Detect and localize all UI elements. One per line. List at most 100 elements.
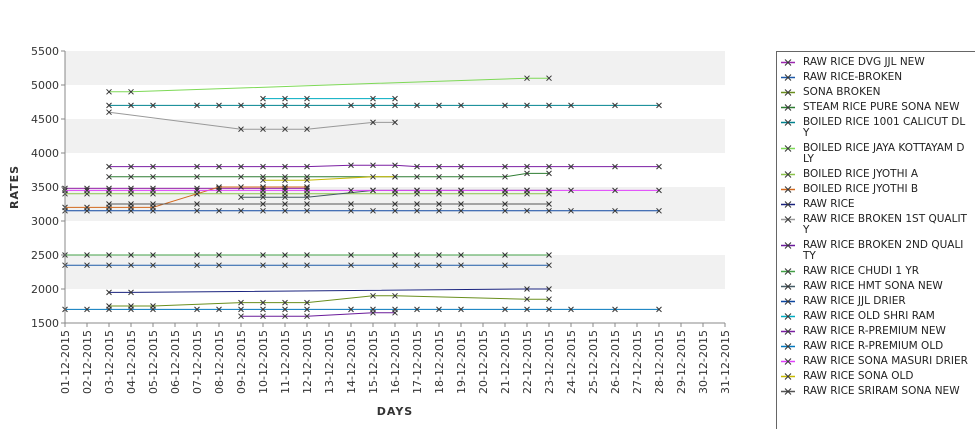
legend-marker-icon: [781, 298, 795, 305]
data-point: [612, 207, 618, 214]
legend-label: RAW RICE: [803, 198, 855, 210]
data-point: [260, 102, 266, 109]
data-point: [304, 262, 310, 269]
data-point: [436, 306, 442, 313]
data-point: [282, 187, 288, 194]
data-point: [260, 306, 266, 313]
data-point: [348, 252, 354, 258]
data-point: [304, 252, 310, 258]
data-point: [304, 313, 310, 320]
data-point: [238, 194, 244, 201]
series-11: [62, 252, 552, 258]
x-tick-label: 25-12-2015: [587, 330, 600, 394]
legend-marker-icon: [781, 343, 795, 350]
data-point: [304, 177, 310, 184]
data-point: [282, 313, 288, 320]
legend-label: RAW RICE R-PREMIUM OLD: [803, 340, 944, 352]
x-tick-label: 15-12-2015: [367, 330, 380, 394]
data-point: [414, 163, 420, 170]
data-point: [546, 163, 552, 170]
y-tick-label: 1500: [31, 317, 59, 330]
legend-marker-icon: [781, 216, 795, 223]
data-point: [458, 306, 464, 313]
data-point: [370, 292, 376, 299]
data-point: [106, 102, 112, 109]
legend-item: RAW RICE-BROKEN: [777, 72, 975, 83]
grid-band: [65, 51, 725, 85]
series-2: [106, 292, 552, 309]
data-point: [128, 207, 134, 214]
data-point: [216, 187, 222, 194]
legend-item: BOILED RICE JAYA KOTTAYAM DLY: [777, 143, 975, 165]
legend-label: RAW RICE SONA MASURI DRIER: [803, 355, 968, 367]
legend-item: RAW RICE BROKEN 1ST QUALITY: [777, 214, 975, 236]
x-tick-label: 05-12-2015: [147, 330, 160, 394]
data-point: [106, 109, 112, 116]
data-point: [194, 163, 200, 170]
data-point: [436, 173, 442, 180]
legend-marker-icon: [781, 242, 795, 249]
data-point: [370, 102, 376, 109]
data-point: [568, 102, 574, 109]
legend-item: RAW RICE DVG JJL NEW: [777, 57, 975, 68]
series-4: [106, 102, 662, 109]
data-point: [260, 187, 266, 194]
data-point: [106, 173, 112, 180]
legend-marker-icon: [781, 313, 795, 320]
series-1: [62, 262, 552, 269]
data-point: [524, 170, 530, 177]
data-point: [84, 207, 90, 214]
legend-label: SONA BROKEN: [803, 86, 881, 98]
legend-item: RAW RICE: [777, 199, 975, 210]
data-point: [392, 187, 398, 194]
legend-item: RAW RICE CHUDI 1 YR: [777, 266, 975, 277]
legend-label: BOILED RICE JYOTHI B: [803, 183, 919, 195]
x-tick-label: 26-12-2015: [609, 330, 622, 394]
data-point: [128, 201, 134, 207]
data-point: [414, 306, 420, 313]
data-point: [260, 177, 266, 184]
data-point: [150, 252, 156, 258]
data-point: [238, 184, 244, 190]
data-point: [260, 194, 266, 201]
data-point: [458, 173, 464, 180]
data-point: [656, 187, 662, 194]
data-point: [194, 173, 200, 180]
data-point: [150, 207, 156, 214]
legend-item: STEAM RICE PURE SONA NEW: [777, 102, 975, 113]
data-point: [458, 207, 464, 214]
data-point: [128, 252, 134, 258]
legend-item: RAW RICE SONA OLD: [777, 371, 975, 382]
data-point: [524, 286, 530, 292]
data-point: [238, 173, 244, 180]
data-point: [436, 201, 442, 207]
data-point: [304, 126, 310, 133]
x-tick-label: 28-12-2015: [653, 330, 666, 394]
data-point: [84, 262, 90, 269]
data-point: [150, 102, 156, 109]
data-point: [458, 102, 464, 109]
y-tick-label: 3000: [31, 215, 59, 228]
grid-band: [65, 85, 725, 119]
data-point: [128, 187, 134, 194]
data-point: [304, 306, 310, 313]
x-tick-label: 11-12-2015: [279, 330, 292, 394]
data-point: [392, 262, 398, 269]
data-point: [414, 187, 420, 194]
data-point: [370, 306, 376, 313]
legend-item: RAW RICE R-PREMIUM OLD: [777, 341, 975, 352]
x-tick-label: 07-12-2015: [191, 330, 204, 394]
data-point: [282, 252, 288, 258]
data-point: [84, 187, 90, 194]
legend-item: RAW RICE HMT SONA NEW: [777, 281, 975, 292]
data-point: [106, 262, 112, 269]
data-point: [348, 187, 354, 194]
legend-item: RAW RICE SRIRAM SONA NEW: [777, 386, 975, 397]
data-point: [304, 201, 310, 207]
data-point: [568, 187, 574, 194]
data-point: [546, 75, 552, 82]
data-point: [194, 306, 200, 313]
legend-label: RAW RICE BROKEN 1ST QUALITY: [803, 213, 967, 236]
data-point: [128, 173, 134, 180]
data-point: [282, 163, 288, 170]
